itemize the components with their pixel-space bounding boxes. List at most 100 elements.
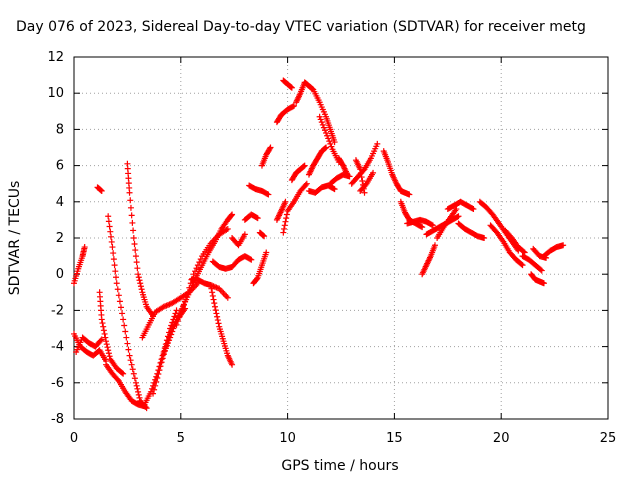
series-arc-30 bbox=[316, 113, 342, 165]
data-point bbox=[455, 213, 462, 220]
series-arc-36 bbox=[357, 169, 377, 194]
data-point bbox=[282, 198, 289, 205]
data-point bbox=[428, 221, 435, 228]
data-point bbox=[129, 219, 136, 226]
data-point bbox=[120, 370, 127, 377]
series-arc-19 bbox=[250, 249, 270, 287]
data-point bbox=[261, 233, 268, 240]
data-point bbox=[319, 121, 326, 128]
data-point bbox=[281, 222, 288, 229]
data-point bbox=[117, 304, 124, 311]
data-point bbox=[131, 241, 138, 248]
data-point bbox=[166, 337, 173, 344]
data-point bbox=[110, 250, 117, 257]
data-point bbox=[264, 190, 271, 197]
x-tick-label: 10 bbox=[279, 431, 296, 446]
data-point bbox=[115, 292, 122, 299]
data-point bbox=[137, 283, 144, 290]
y-tick-label: 4 bbox=[56, 195, 64, 210]
x-tick-label: 20 bbox=[493, 431, 510, 446]
data-point bbox=[196, 259, 203, 266]
series-arc-16 bbox=[209, 253, 255, 272]
series-arc-31 bbox=[305, 182, 338, 196]
series-arc-26 bbox=[273, 102, 298, 126]
series-arc-03 bbox=[73, 334, 105, 356]
data-point bbox=[537, 266, 544, 273]
y-axis: -8 -6 -4 -2 0 2 4 6 8 10 12 bbox=[47, 50, 608, 427]
data-point bbox=[374, 140, 381, 147]
series-arc-51 bbox=[540, 242, 567, 260]
data-point bbox=[126, 352, 133, 359]
data-point bbox=[291, 102, 298, 109]
data-point bbox=[454, 213, 461, 220]
data-point bbox=[209, 292, 216, 299]
series-arc-28 bbox=[288, 162, 308, 184]
data-point bbox=[110, 256, 117, 263]
data-point bbox=[127, 357, 134, 364]
data-point bbox=[168, 331, 175, 338]
series-arc-06 bbox=[105, 213, 150, 412]
data-point bbox=[211, 300, 218, 307]
data-point bbox=[224, 294, 231, 301]
data-point bbox=[560, 242, 567, 249]
data-point bbox=[184, 289, 191, 296]
series-arc-33 bbox=[335, 155, 351, 178]
data-point bbox=[177, 310, 184, 317]
data-point bbox=[247, 256, 254, 263]
data-point bbox=[300, 163, 307, 170]
data-point bbox=[105, 350, 112, 357]
data-point bbox=[481, 235, 488, 241]
data-point bbox=[197, 256, 204, 263]
data-point bbox=[109, 244, 116, 251]
data-point bbox=[266, 145, 273, 152]
data-point bbox=[151, 386, 158, 393]
data-point bbox=[136, 277, 143, 284]
data-point bbox=[253, 214, 260, 221]
series-arc-48 bbox=[519, 253, 545, 274]
data-point bbox=[131, 375, 138, 382]
data-point bbox=[316, 113, 323, 120]
data-point bbox=[283, 211, 290, 218]
data-point bbox=[133, 259, 140, 266]
grid-layer bbox=[74, 57, 608, 419]
data-point bbox=[105, 218, 112, 225]
data-point bbox=[280, 229, 287, 236]
series-arc-43 bbox=[444, 198, 477, 213]
data-point bbox=[132, 247, 139, 254]
data-point bbox=[361, 189, 368, 196]
data-point bbox=[170, 325, 177, 332]
data-point bbox=[321, 127, 328, 134]
data-point bbox=[119, 369, 126, 376]
data-point bbox=[98, 316, 105, 323]
series-arc-17 bbox=[229, 231, 248, 249]
data-point bbox=[98, 336, 105, 343]
data-point bbox=[215, 320, 222, 327]
data-point bbox=[470, 206, 477, 213]
data-point bbox=[429, 222, 436, 229]
y-tick-label: -8 bbox=[51, 412, 64, 427]
data-point bbox=[163, 342, 170, 349]
series-arc-41 bbox=[419, 242, 438, 278]
y-tick-label: 12 bbox=[47, 50, 64, 65]
series-arc-22 bbox=[258, 144, 274, 169]
data-point bbox=[265, 191, 272, 198]
data-point bbox=[301, 162, 308, 169]
data-point bbox=[171, 313, 178, 320]
series-arc-18 bbox=[241, 211, 261, 223]
data-point bbox=[105, 213, 112, 220]
data-point bbox=[104, 344, 111, 351]
data-point bbox=[133, 382, 140, 389]
y-tick-label: 6 bbox=[56, 159, 64, 174]
data-point bbox=[302, 181, 309, 188]
data-point bbox=[105, 347, 112, 354]
data-point bbox=[241, 231, 248, 238]
data-point bbox=[99, 320, 106, 327]
data-point bbox=[97, 337, 104, 344]
data-point bbox=[326, 138, 333, 145]
y-tick-label: 0 bbox=[56, 267, 64, 282]
x-axis-label: GPS time / hours bbox=[281, 458, 398, 474]
y-tick-label: -4 bbox=[51, 340, 64, 355]
data-point bbox=[330, 185, 337, 192]
data-point bbox=[267, 144, 274, 151]
data-point bbox=[193, 265, 200, 272]
